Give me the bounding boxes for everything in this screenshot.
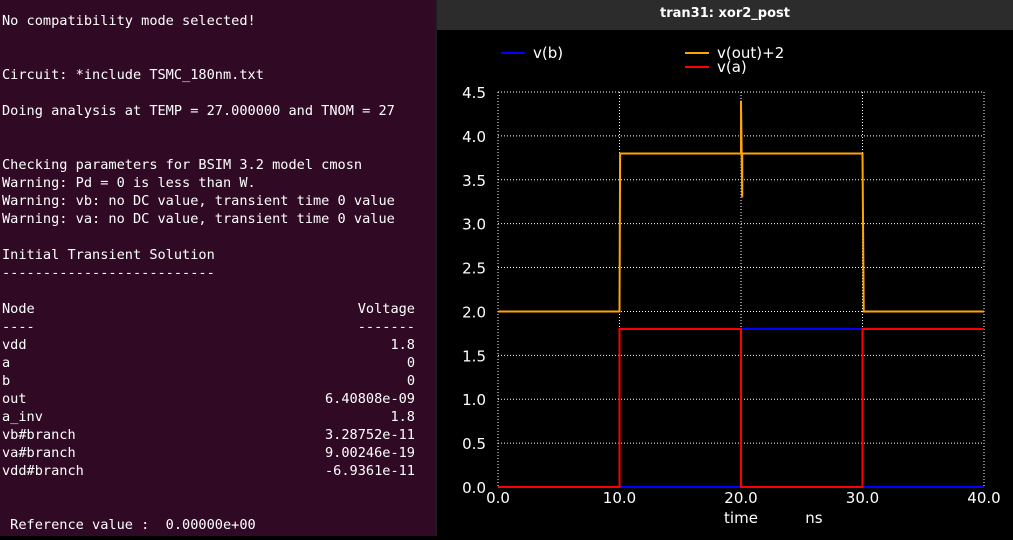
window-divider <box>435 0 437 536</box>
terminal-footer-line: Reference value : 0.00000e+00 <box>2 517 256 533</box>
x-tick-label: 0.0 <box>486 489 510 507</box>
terminal-line: Warning: va: no DC value, transient time… <box>2 211 395 227</box>
node-column-rule: ---- <box>2 319 35 335</box>
x-tick-label: 40.0 <box>967 489 1000 507</box>
node-name: vb#branch <box>2 427 76 443</box>
terminal-line: No compatibility mode selected! <box>2 13 256 29</box>
terminal-line: Doing analysis at TEMP = 27.000000 and T… <box>2 103 395 119</box>
node-voltage: -6.9361e-11 <box>324 463 415 479</box>
x-axis-unit: ns <box>805 509 823 527</box>
legend-label: v(b) <box>533 44 563 62</box>
node-voltage: 1.8 <box>390 337 415 353</box>
legend-label: v(out)+2 <box>717 44 784 62</box>
node-name: out <box>2 391 27 407</box>
y-tick-label: 3.0 <box>462 216 486 234</box>
node-voltage: 3.28752e-11 <box>324 427 415 443</box>
y-tick-label: 1.5 <box>462 347 486 365</box>
terminal-line: Circuit: *include TSMC_180nm.txt <box>2 67 264 83</box>
plot-titlebar[interactable]: tran31: xor2_post <box>437 0 1013 30</box>
y-tick-label: 2.5 <box>462 260 486 278</box>
voltage-column-header: Voltage <box>357 301 415 317</box>
node-name: a <box>2 355 11 371</box>
node-voltage: 9.00246e-19 <box>324 445 415 461</box>
terminal-line: Checking parameters for BSIM 3.2 model c… <box>2 157 363 173</box>
node-name: va#branch <box>2 445 76 461</box>
node-voltage: 0 <box>406 355 415 371</box>
node-name: a_inv <box>2 409 43 425</box>
x-tick-label: 20.0 <box>724 489 757 507</box>
series-line <box>498 100 984 313</box>
y-tick-label: 4.5 <box>462 84 486 102</box>
plot-area[interactable]: 0.0 0.5 1.0 1.5 2.0 2.5 3.0 3.5 4.0 4.5 0.0 10.0 20.… <box>439 32 1011 536</box>
x-tick-label: 10.0 <box>603 489 636 507</box>
y-tick-label: 4.0 <box>462 128 486 146</box>
node-name: b <box>2 373 11 389</box>
y-tick-label: 1.0 <box>462 391 486 409</box>
terminal-line: Initial Transient Solution <box>2 247 215 263</box>
y-tick-label: 0.0 <box>462 479 486 497</box>
y-tick-label: 0.5 <box>462 435 486 453</box>
waveform-chart[interactable]: 0.0 0.5 1.0 1.5 2.0 2.5 3.0 3.5 4.0 4.5 0.0 10.0 20.… <box>439 32 1011 536</box>
legend-label: v(a) <box>717 58 747 76</box>
plot-window[interactable]: tran31: xor2_post 0.0 0.5 1.0 1.5 2.0 2.5 3.0 3… <box>437 0 1013 536</box>
x-tick-label: 30.0 <box>846 489 879 507</box>
series-line <box>498 328 984 488</box>
terminal-line: Warning: Pd = 0 is less than W. <box>2 175 256 191</box>
node-voltage: 0 <box>406 373 415 389</box>
node-name: vdd#branch <box>2 463 84 479</box>
terminal-line: -------------------------- <box>2 265 215 281</box>
y-tick-label: 2.0 <box>462 303 486 321</box>
x-axis-label: time <box>724 509 758 527</box>
voltage-column-rule: ------- <box>357 319 415 335</box>
node-voltage: 6.40808e-09 <box>324 391 415 407</box>
series-line <box>498 328 984 488</box>
terminal-line: Warning: vb: no DC value, transient time… <box>2 193 395 209</box>
terminal-window[interactable]: No compatibility mode selected! Circuit: … <box>0 0 435 536</box>
node-voltage: 1.8 <box>390 409 415 425</box>
node-name: vdd <box>2 337 27 353</box>
plot-window-title: tran31: xor2_post <box>660 6 790 21</box>
y-tick-label: 3.5 <box>462 172 486 190</box>
node-column-header: Node <box>2 301 35 317</box>
